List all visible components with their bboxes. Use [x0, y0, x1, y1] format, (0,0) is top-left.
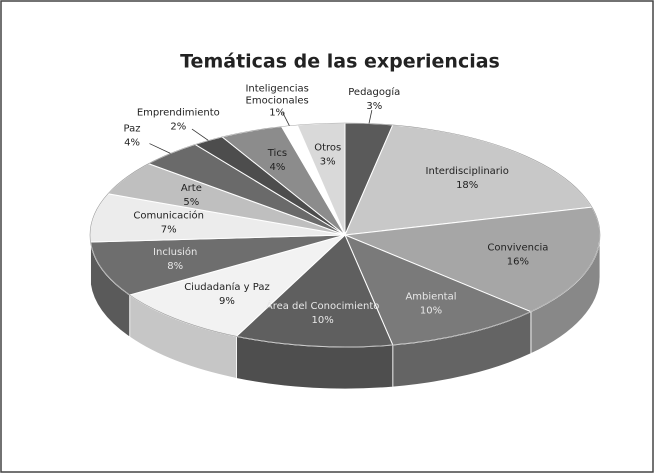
leader-line	[368, 110, 373, 124]
slice-value-label: 18%	[456, 180, 478, 191]
slice-label: Tics	[267, 148, 287, 159]
slice-value-label: 2%	[170, 122, 186, 133]
slice-value-label: 16%	[507, 256, 529, 267]
slice-label: Otros	[314, 143, 341, 154]
slice-value-label: 10%	[420, 306, 442, 317]
slice-label: Comunicación	[133, 210, 204, 222]
slice-value-label: 3%	[320, 157, 336, 168]
slice-value-label: 3%	[366, 101, 382, 112]
slice-value-label: 10%	[312, 315, 334, 326]
slice-label: Pedagogía	[348, 86, 400, 98]
slice-value-label: 7%	[161, 225, 177, 236]
slice-label: Arte	[181, 183, 202, 194]
slice-value-label: 4%	[124, 137, 140, 148]
slice-label: Convivencia	[487, 242, 548, 253]
chart-title: Temáticas de las experiencias	[180, 51, 500, 73]
leader-line	[149, 143, 171, 154]
slice-label: Área del Conocimiento	[266, 299, 380, 312]
slice-label: Ciudadanía y Paz	[184, 281, 270, 293]
slice-value-label: 5%	[183, 197, 199, 208]
slice-label: Inteligencias Emocionales	[245, 84, 308, 107]
slice-value-label: 9%	[219, 296, 235, 307]
slice-value-label: 1%	[269, 108, 285, 119]
slice-label: Inclusión	[153, 246, 197, 258]
leader-line	[191, 128, 209, 141]
slice-label: Paz	[124, 123, 141, 134]
slice-value-label: 4%	[269, 162, 285, 173]
slice-label-line: Inteligencias	[245, 84, 308, 95]
slice-label: Ambiental	[405, 292, 456, 303]
pie-outline	[89, 122, 601, 348]
slice-label-line: Emocionales	[246, 96, 309, 107]
slice-label: Emprendimiento	[137, 108, 220, 119]
slice-label: Interdisciplinario	[426, 166, 509, 177]
leader-line	[282, 112, 290, 126]
slice-value-label: 8%	[167, 261, 183, 272]
